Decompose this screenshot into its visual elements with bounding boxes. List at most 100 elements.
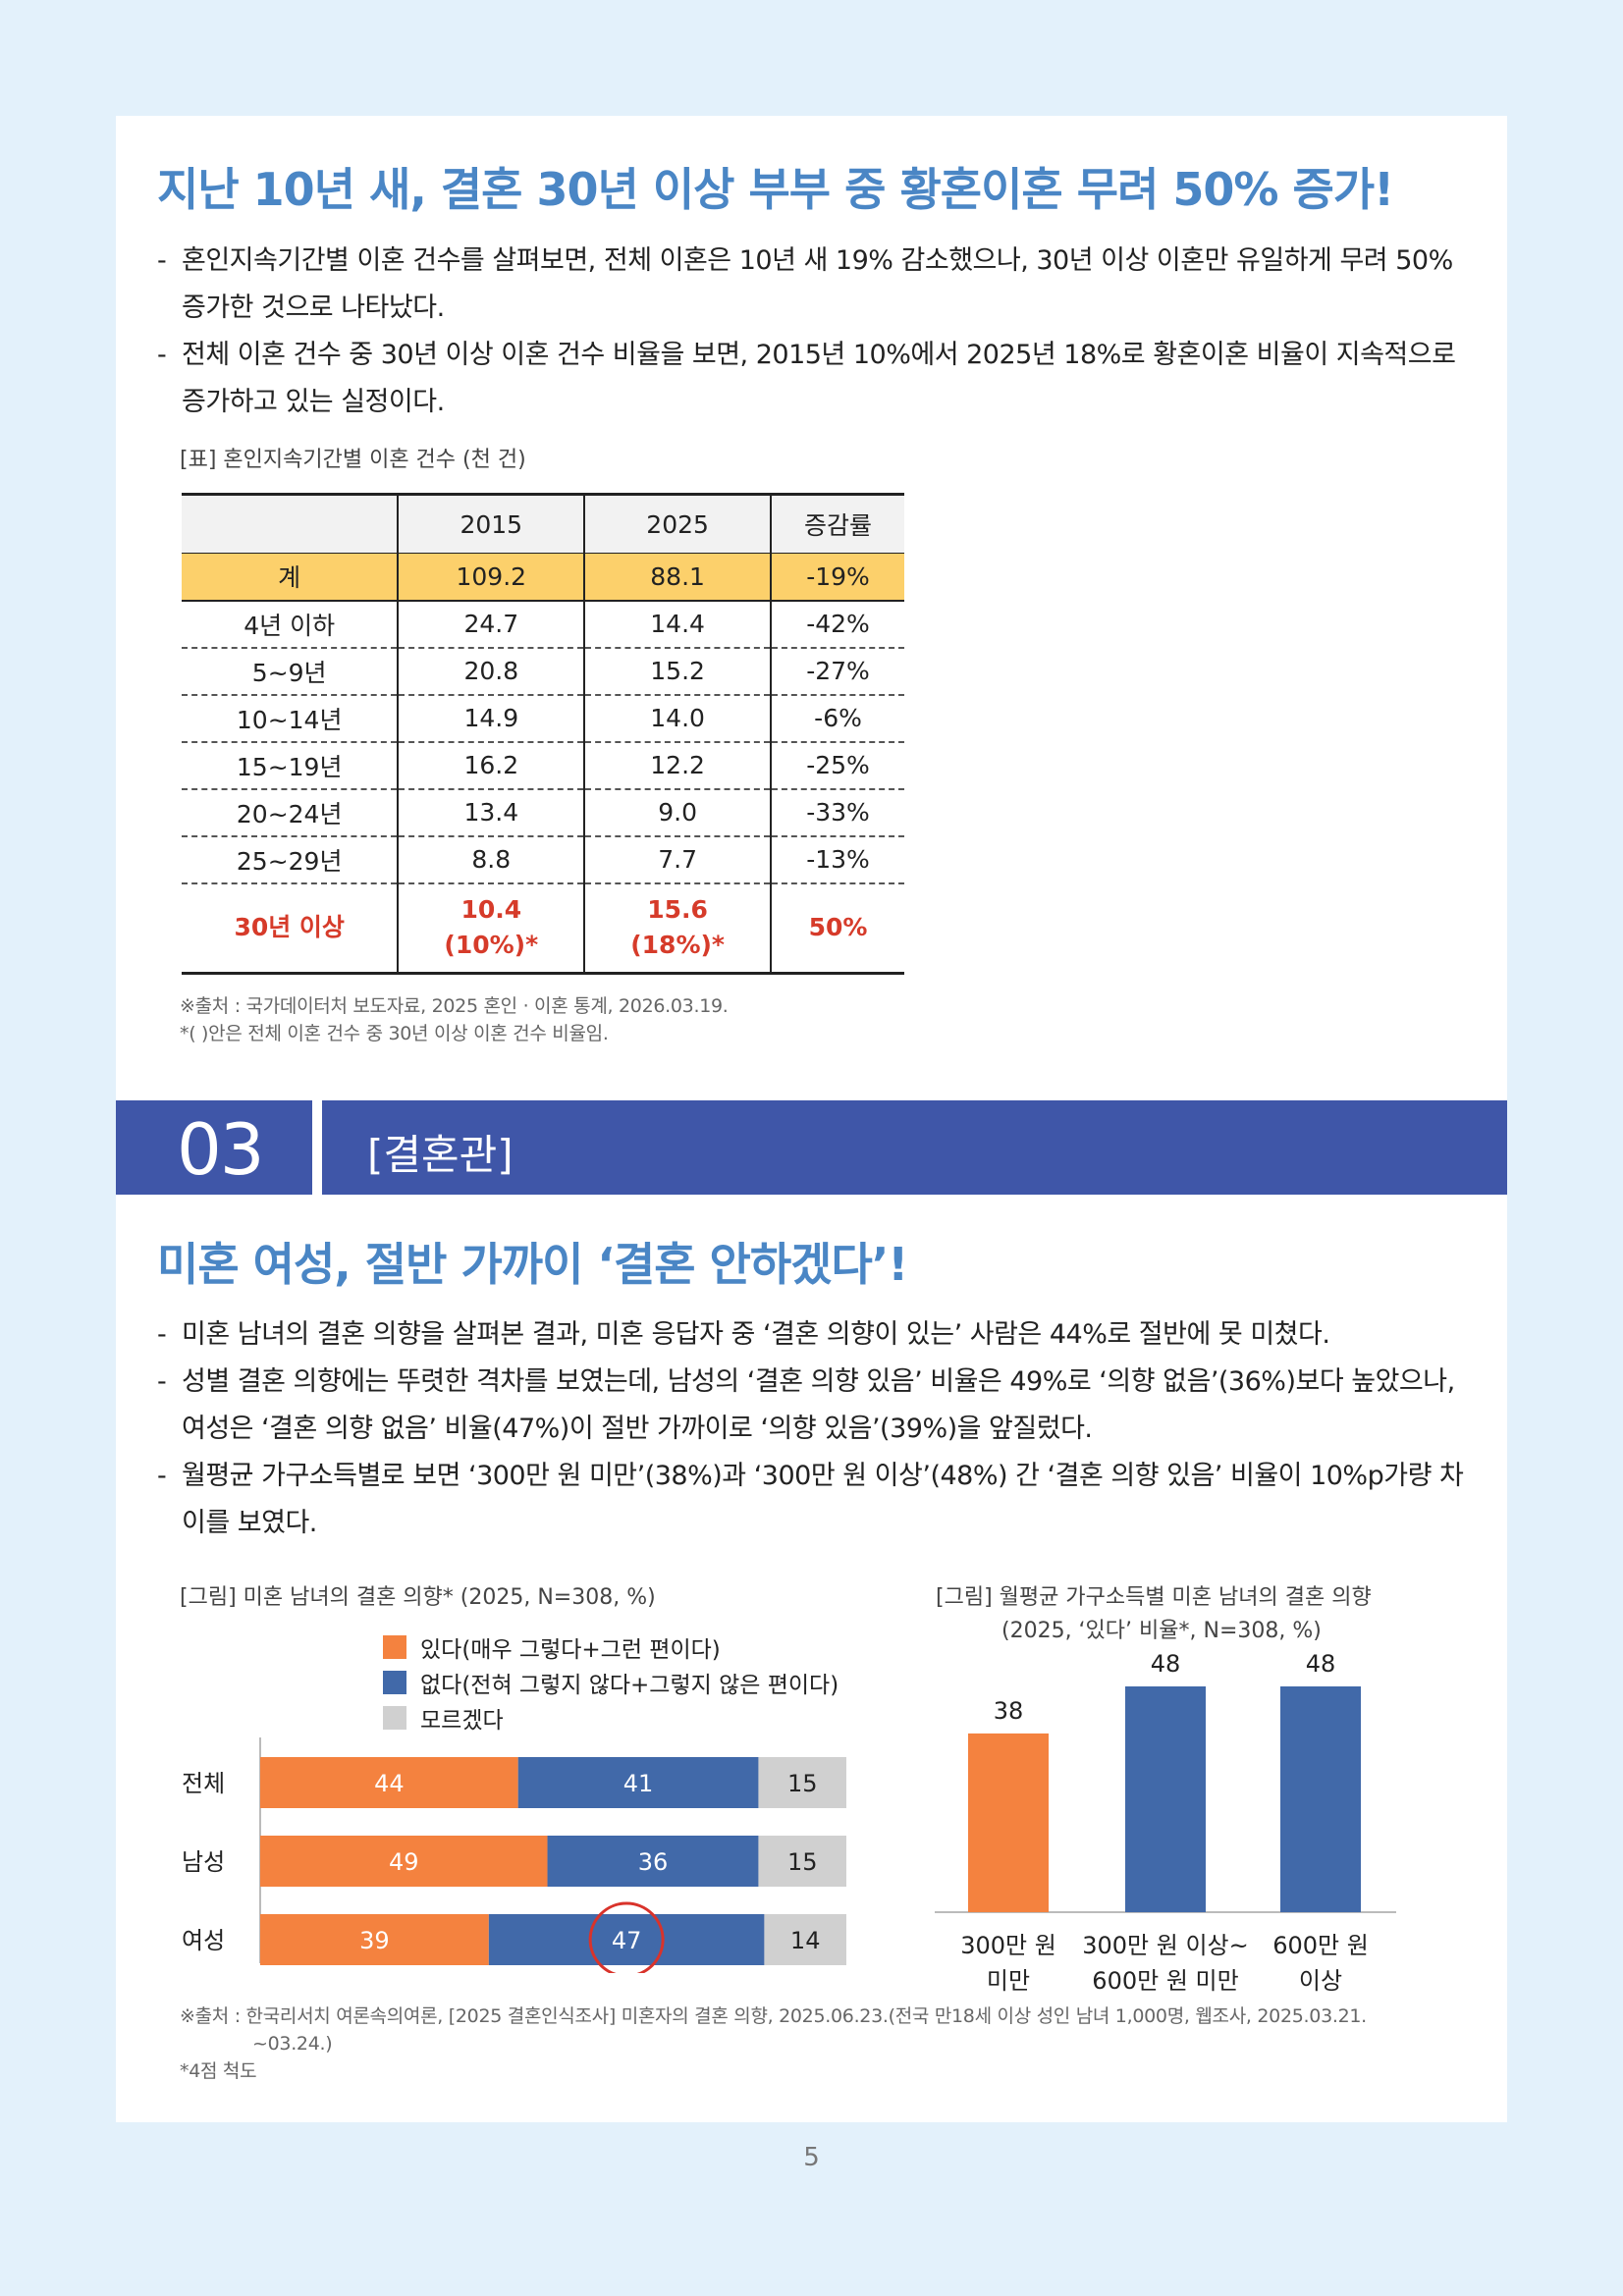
data-label: 36 [638, 1848, 669, 1876]
legend-label: 있다(매우 그렇다+그런 편이다) [420, 1637, 721, 1663]
legend-swatch [383, 1671, 406, 1694]
section-divider [312, 1100, 322, 1195]
table-total-row: 계 109.2 88.1 -19% [182, 553, 904, 602]
section-title: [결혼관] [367, 1131, 514, 1179]
chart1-legend: 있다(매우 그렇다+그런 편이다) 없다(전혀 그렇지 않다+그렇지 않은 편이… [383, 1629, 839, 1735]
table-header-cell: 2025 [583, 493, 772, 554]
table-cell: 14.0 [583, 694, 772, 743]
table-cell: -27% [770, 647, 904, 696]
category-label: 전체 [182, 1770, 225, 1797]
table-row: 20~24년 13.4 9.0 -33% [182, 788, 904, 837]
table-cell: 20.8 [397, 647, 585, 696]
bar [968, 1733, 1049, 1912]
table-cell: 16.2 [397, 741, 585, 790]
section2-bullet: 성별 결혼 의향에는 뚜렷한 격차를 보였는데, 남성의 ‘결혼 의향 있음’ … [157, 1359, 1473, 1453]
section-band: 03 [결혼관] [116, 1100, 1507, 1195]
highlight-circle [588, 1901, 665, 1973]
legend-item: 있다(매우 그렇다+그런 편이다) [383, 1629, 839, 1665]
data-label: 38 [994, 1697, 1024, 1725]
intention-stacked-bar-chart: 전체 44 41 15 남성 49 36 15 여성 39 47 14 [182, 1737, 846, 1973]
table-cell-pct: (18%)* [630, 931, 725, 960]
table-cell-multiline: 10.4 (10%)* [397, 882, 585, 975]
bar-segment [758, 1757, 846, 1808]
table-cell: -19% [770, 553, 904, 602]
table-cell: 20~24년 [182, 788, 399, 837]
table-row: 15~19년 16.2 12.2 -25% [182, 741, 904, 790]
tick-label: 300만 원 이상~ [1082, 1932, 1249, 1959]
table-cell: 7.7 [583, 835, 772, 884]
data-label: 14 [790, 1927, 821, 1954]
section1-bullets: 혼인지속기간별 이혼 건수를 살펴보면, 전체 이혼은 10년 새 19% 감소… [157, 238, 1473, 426]
table-cell: 25~29년 [182, 835, 399, 884]
legend-label: 모르겠다 [420, 1708, 504, 1734]
section2-bullets: 미혼 남녀의 결혼 의향을 살펴본 결과, 미혼 응답자 중 ‘결혼 의향이 있… [157, 1311, 1473, 1547]
table-cell: -33% [770, 788, 904, 837]
table-cell: 15~19년 [182, 741, 399, 790]
bar-segment [758, 1836, 846, 1887]
bar-segment [517, 1757, 759, 1808]
table-cell: 9.0 [583, 788, 772, 837]
section1-bullet: 혼인지속기간별 이혼 건수를 살펴보면, 전체 이혼은 10년 새 19% 감소… [157, 238, 1473, 332]
table-cell: 8.8 [397, 835, 585, 884]
category-label: 여성 [182, 1927, 225, 1954]
legend-swatch [383, 1635, 406, 1659]
table-cell-multiline: 15.6 (18%)* [583, 882, 772, 975]
table-cell-value: 15.6 [647, 895, 708, 925]
data-label: 49 [389, 1848, 419, 1876]
divorce-table: 2015 2025 증감률 계 109.2 88.1 -19% 4년 이하 24… [182, 493, 904, 975]
table-cell: 14.9 [397, 694, 585, 743]
table-cell: -13% [770, 835, 904, 884]
table-cell: 109.2 [397, 553, 585, 602]
legend-item: 모르겠다 [383, 1700, 839, 1735]
data-label: 48 [1306, 1650, 1336, 1678]
tick-label: 600만 원 [1272, 1932, 1369, 1959]
table-cell: -6% [770, 694, 904, 743]
tick-label: 300만 원 [960, 1932, 1056, 1959]
bar-segment [547, 1836, 759, 1887]
table-cell: 30년 이상 [182, 882, 399, 975]
data-label: 47 [612, 1927, 642, 1954]
table-cell: 14.4 [583, 600, 772, 649]
bar-segment [260, 1914, 489, 1965]
section2-bullet: 미혼 남녀의 결혼 의향을 살펴본 결과, 미혼 응답자 중 ‘결혼 의향이 있… [157, 1311, 1473, 1359]
bar-segment [260, 1836, 548, 1887]
table-cell: 13.4 [397, 788, 585, 837]
chart1-caption: [그림] 미혼 남녀의 결혼 의향* (2025, N=308, %) [180, 1585, 656, 1610]
table-cell: 88.1 [583, 553, 772, 602]
bar-segment [488, 1914, 765, 1965]
table-cell: -25% [770, 741, 904, 790]
table-header-cell: 2015 [397, 493, 585, 554]
tick-label: 이상 [1299, 1967, 1342, 1995]
table-cell: 5~9년 [182, 647, 399, 696]
table-header-cell: 증감률 [770, 493, 904, 554]
section2-bullet: 월평균 가구소득별로 보면 ‘300만 원 미만’(38%)과 ‘300만 원 … [157, 1453, 1473, 1547]
section2-headline: 미혼 여성, 절반 가까이 ‘결혼 안하겠다’! [157, 1238, 908, 1291]
category-label: 남성 [182, 1848, 225, 1876]
income-intention-bar-chart: 38 300만 원미만 48 300만 원 이상~ 600만 원 미만 48 600만 원이… [935, 1650, 1396, 1995]
table-row: 10~14년 14.9 14.0 -6% [182, 694, 904, 743]
source-line: *4점 척도 [180, 2060, 257, 2082]
source-line: *( )안은 전체 이혼 건수 중 30년 이상 이혼 건수 비율임. [180, 1023, 609, 1044]
data-label: 44 [374, 1770, 405, 1797]
table-cell: 12.2 [583, 741, 772, 790]
data-label: 15 [787, 1770, 818, 1797]
table-highlight-row: 30년 이상 10.4 (10%)* 15.6 (18%)* 50% [182, 882, 904, 975]
table-row: 25~29년 8.8 7.7 -13% [182, 835, 904, 884]
legend-swatch [383, 1706, 406, 1730]
section1-source: ※출처 : 국가데이터처 보도자료, 2025 혼인 · 이혼 통계, 2026… [180, 992, 729, 1047]
section-number: 03 [177, 1108, 265, 1191]
tick-label: 미만 [987, 1967, 1030, 1995]
page-number: 5 [803, 2143, 820, 2172]
source-line: ※출처 : 한국리서치 여론속의여론, [2025 결혼인식조사] 미혼자의 결… [180, 2005, 1367, 2027]
tick-label: 600만 원 미만 [1092, 1967, 1238, 1995]
data-label: 15 [787, 1848, 818, 1876]
table-cell: 4년 이하 [182, 600, 399, 649]
table-cell: -42% [770, 600, 904, 649]
bar [1125, 1686, 1206, 1912]
table-header-cell [182, 493, 399, 554]
source-line: ※출처 : 국가데이터처 보도자료, 2025 혼인 · 이혼 통계, 2026… [180, 995, 729, 1017]
legend-label: 없다(전혀 그렇지 않다+그렇지 않은 편이다) [420, 1673, 839, 1698]
table-caption: [표] 혼인지속기간별 이혼 건수 (천 건) [180, 448, 526, 472]
table-header-row: 2015 2025 증감률 [182, 493, 904, 554]
table-cell-value: 10.4 [460, 895, 522, 925]
